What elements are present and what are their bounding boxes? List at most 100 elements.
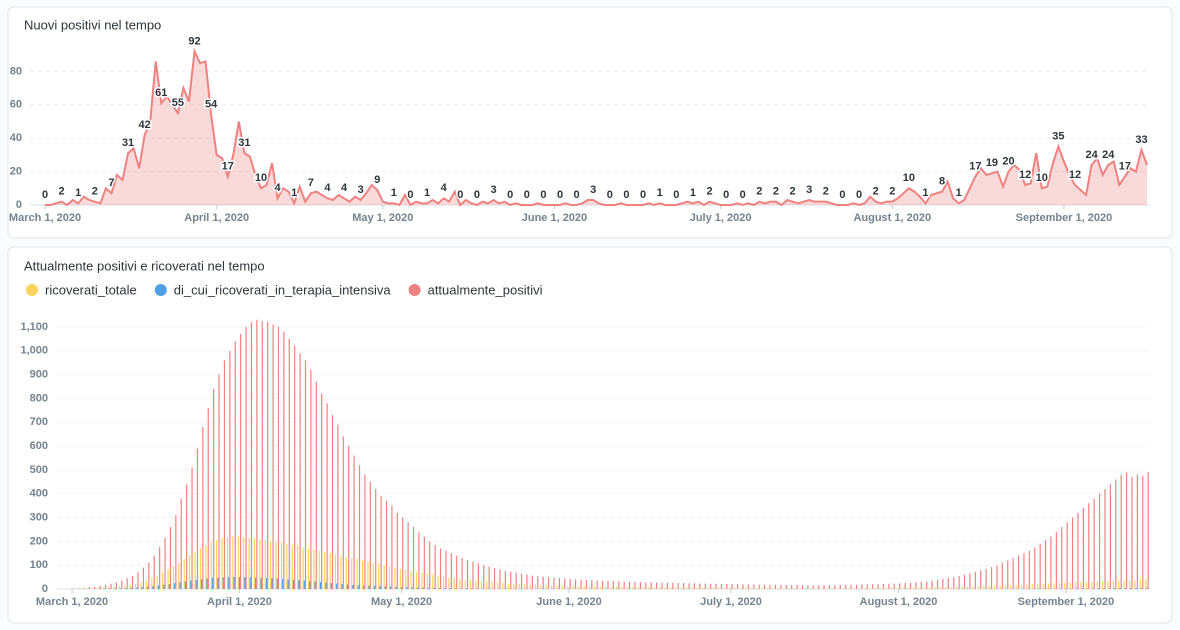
bar [585,579,587,589]
data-label: 9 [374,174,380,186]
bar [118,586,121,589]
bar [325,582,327,589]
bar [1039,543,1041,589]
y-tick-label: 60 [10,99,22,111]
data-label: 2 [873,186,879,198]
data-label: 55 [172,97,184,109]
bar [248,537,250,589]
bar [558,578,560,589]
bar [931,580,933,589]
bar [191,467,193,589]
bar [319,582,322,589]
bar [939,587,942,589]
bar [465,588,467,589]
bar [282,578,284,589]
bar [402,517,404,589]
bar [358,465,361,589]
bar [460,588,462,589]
bar [249,577,251,589]
bar [345,556,347,589]
x-tick-label: August 1, 2020 [853,212,931,224]
bar [837,588,839,589]
bar [437,575,439,589]
bar [429,541,431,589]
bar [434,544,436,589]
bar [253,538,256,589]
bar [137,572,139,589]
data-label: 0 [474,189,480,201]
bar [961,586,963,589]
x-tick-label: April 1, 2020 [184,212,249,224]
bar [1064,582,1066,589]
bar [1074,582,1077,589]
bar [483,565,485,589]
bar [637,587,639,589]
bar [963,574,966,589]
bar [1086,588,1089,589]
bar [243,537,245,589]
bar [702,587,704,589]
bar [542,576,544,589]
bar [656,582,658,589]
y-tick-label: 700 [30,416,48,428]
bar [445,550,447,589]
x-tick-label: July 1, 2020 [690,212,752,224]
bar [486,581,488,589]
data-label: 0 [856,189,862,201]
bar [1136,474,1138,589]
bar [442,576,445,589]
bar [302,547,304,589]
bar [190,580,192,589]
bar [368,585,370,589]
bar [280,542,283,589]
bar [1147,472,1149,589]
data-label: 0 [623,189,629,201]
data-label: 35 [1052,130,1064,142]
bar [588,586,590,589]
bar [94,586,96,589]
bar [767,588,769,589]
bar [713,587,715,589]
bar [499,569,501,589]
bar [292,579,295,589]
data-label: 0 [723,189,729,201]
bar [394,567,396,589]
bar [1077,512,1079,589]
bar [334,554,337,589]
bar [515,572,517,589]
bar [734,588,736,589]
data-label: 0 [524,189,530,201]
bar [294,345,296,589]
data-label: 54 [205,99,218,111]
bar [245,326,247,589]
data-label: 1 [690,187,696,199]
bar [1120,474,1122,589]
bar [550,585,553,589]
y-tick-label: 600 [30,440,48,452]
data-label: 0 [557,189,563,201]
y-tick-label: 200 [30,535,48,547]
legend-swatch [154,284,167,296]
bar [244,577,246,589]
bar [265,578,268,589]
bar [731,584,733,589]
data-label: 3 [358,184,364,196]
bar [791,584,793,589]
bar [1015,584,1017,589]
bar [1107,581,1109,589]
bar [383,565,385,589]
bar [561,585,563,589]
data-label: 0 [607,189,613,201]
x-tick-label: September 1, 2020 [1018,596,1115,608]
bar [686,587,688,589]
bar [1115,479,1117,589]
bar [720,583,723,589]
x-tick-label: August 1, 2020 [860,596,938,608]
bar [885,588,888,589]
bar [412,527,415,589]
bar [417,587,419,589]
bar [178,562,180,589]
bar [750,588,753,589]
bar [899,583,901,589]
bar [384,586,386,589]
